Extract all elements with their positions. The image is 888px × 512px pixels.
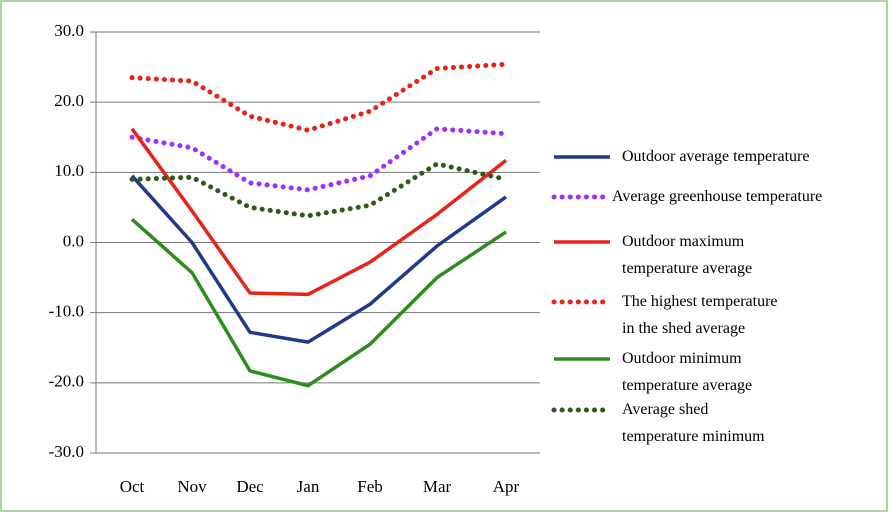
legend-label: Average greenhouse temperature: [612, 188, 823, 205]
series-line: [130, 127, 508, 297]
legend-label: Average shed temperature minimum: [622, 401, 765, 445]
series-line: [130, 174, 508, 344]
series-line: [129, 161, 509, 219]
y-tick-label: 20.0: [54, 91, 84, 110]
y-tick-label: 0.0: [63, 231, 84, 250]
series-line: [130, 218, 507, 388]
x-tick-label: Feb: [357, 477, 383, 496]
y-tick-label: -30.0: [49, 442, 84, 461]
y-tick-label: 10.0: [54, 161, 84, 180]
legend-label: The highest temperature in the shed aver…: [622, 293, 778, 337]
legend-label: Outdoor minimum temperature average: [622, 350, 753, 394]
y-tick-label: 30.0: [54, 21, 84, 40]
legend-label: Outdoor average temperature: [622, 148, 810, 165]
x-tick-label: Oct: [120, 477, 145, 496]
series-line: [129, 61, 509, 133]
legend-label: Outdoor maximum temperature average: [622, 233, 753, 277]
x-tick-label: Mar: [423, 477, 452, 496]
y-tick-label: -10.0: [49, 302, 84, 321]
series-line: [129, 126, 509, 193]
x-tick-label: Jan: [297, 477, 320, 496]
x-tick-label: Nov: [177, 477, 207, 496]
x-tick-label: Dec: [236, 477, 264, 496]
x-tick-label: Apr: [493, 477, 520, 496]
y-tick-label: -20.0: [49, 372, 84, 391]
